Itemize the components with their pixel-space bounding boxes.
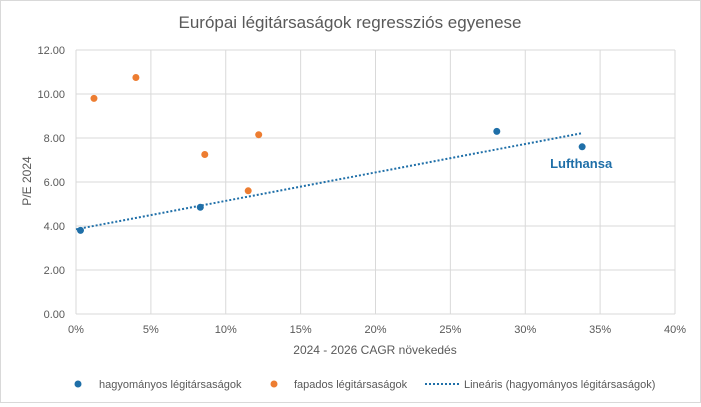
x-tick-label: 0%: [68, 324, 84, 336]
lowcost-airline-point: [244, 187, 252, 195]
lufthansa-annotation: Lufthansa: [550, 156, 613, 171]
x-axis-ticks: 0% 5% 10% 15% 20% 25% 30% 35% 40%: [68, 324, 686, 336]
x-tick-label: 5%: [143, 324, 159, 336]
lowcost-airline-point: [255, 131, 263, 139]
legend-label-traditional: hagyományos légitársaságok: [99, 379, 242, 391]
traditional-airline-point: [578, 143, 586, 151]
lowcost-airline-point: [132, 74, 140, 81]
x-tick-label: 20%: [364, 324, 386, 336]
legend-marker-traditional: [74, 380, 82, 388]
legend-marker-lowcost: [270, 380, 278, 388]
y-tick-label: 8.00: [44, 133, 65, 145]
y-tick-label: 2.00: [44, 265, 65, 277]
data-points: [76, 74, 586, 234]
legend-label-trendline: Lineáris (hagyományos légitársaságok): [464, 379, 655, 391]
y-tick-label: 10.00: [37, 89, 65, 101]
x-tick-label: 30%: [514, 324, 536, 336]
traditional-airline-point: [196, 203, 204, 211]
x-tick-label: 25%: [439, 324, 461, 336]
traditional-airline-point: [76, 226, 84, 234]
y-tick-label: 12.00: [37, 45, 65, 57]
legend: hagyományos légitársaságok fapados légit…: [74, 379, 655, 391]
lowcost-airline-point: [90, 94, 98, 102]
trendline: [75, 132, 583, 231]
y-axis-label: P/E 2024: [20, 156, 34, 206]
lowcost-airline-point: [201, 151, 209, 158]
gridlines: [75, 49, 676, 315]
y-axis-ticks: 0.00 2.00 4.00 6.00 8.00 10.00 12.00: [37, 45, 65, 321]
x-tick-label: 10%: [215, 324, 237, 336]
trendline-layer: [75, 132, 583, 231]
traditional-airline-point: [493, 127, 501, 135]
chart-title: Európai légitársaságok regressziós egyen…: [178, 13, 521, 32]
y-tick-label: 0.00: [44, 309, 65, 321]
x-tick-label: 15%: [290, 324, 312, 336]
x-tick-label: 40%: [664, 324, 686, 336]
x-tick-label: 35%: [589, 324, 611, 336]
legend-label-lowcost: fapados légitársaságok: [294, 379, 408, 391]
y-tick-label: 4.00: [44, 221, 65, 233]
x-axis-label: 2024 - 2026 CAGR növekedés: [293, 343, 456, 357]
y-tick-label: 6.00: [44, 177, 65, 189]
